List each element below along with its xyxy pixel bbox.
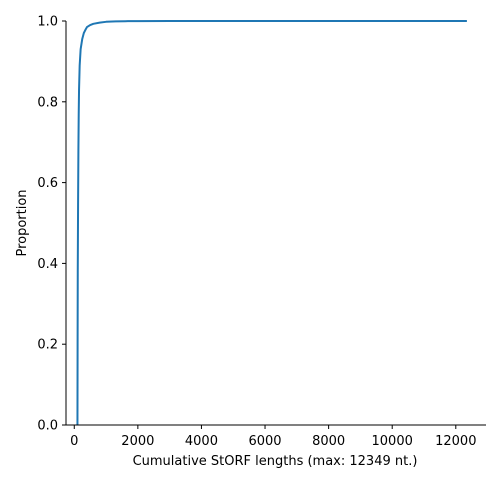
x-ticks: 0 2000 4000 6000 8000 10000 12000 — [70, 425, 476, 449]
x-tick-label: 10000 — [372, 434, 413, 449]
x-tick-label: 0 — [70, 434, 78, 449]
plot-area — [77, 21, 466, 425]
y-tick-label: 0.2 — [37, 338, 58, 353]
x-tick-label: 6000 — [248, 434, 281, 449]
x-tick-label: 12000 — [435, 434, 476, 449]
cdf-series-line — [77, 21, 466, 425]
x-tick-label: 2000 — [121, 434, 154, 449]
x-axis-label: Cumulative StORF lengths (max: 12349 nt.… — [133, 454, 418, 469]
x-tick-label: 8000 — [312, 434, 345, 449]
y-axis-label: Proportion — [15, 189, 30, 256]
y-tick-label: 0.8 — [37, 95, 58, 110]
x-tick-label: 4000 — [185, 434, 218, 449]
y-tick-label: 0.6 — [37, 176, 58, 191]
y-tick-label: 1.0 — [37, 15, 58, 30]
y-tick-label: 0.4 — [37, 257, 58, 272]
y-ticks: 0.0 0.2 0.4 0.6 0.8 1.0 — [37, 15, 66, 434]
y-tick-label: 0.0 — [37, 419, 58, 434]
axes — [66, 21, 486, 425]
